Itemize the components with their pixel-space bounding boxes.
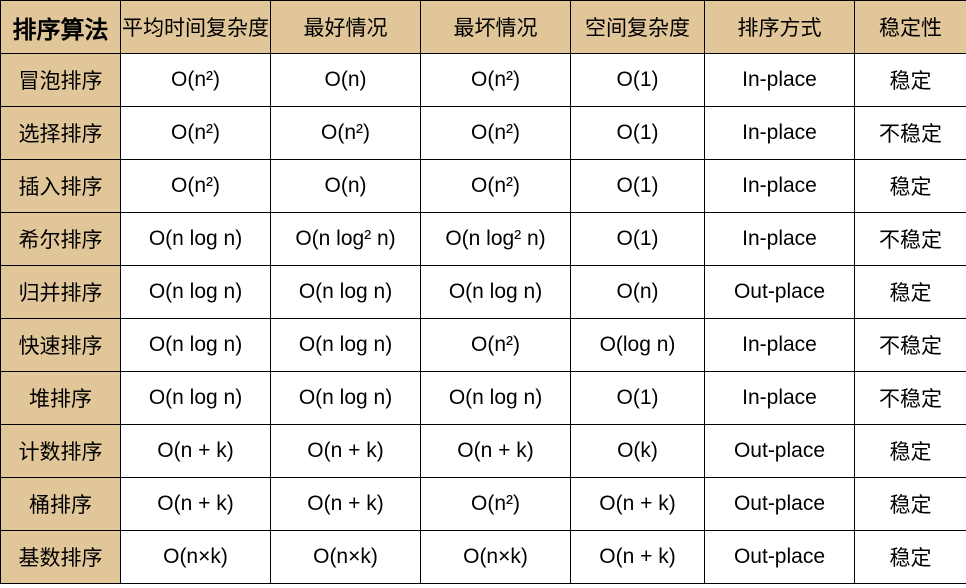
sort-algorithms-table: 排序算法 平均时间复杂度 最好情况 最坏情况 空间复杂度 排序方式 稳定性 冒泡…: [0, 0, 966, 584]
cell-worst: O(n²): [421, 107, 571, 160]
col-best-case: 最好情况: [271, 1, 421, 54]
sort-algorithms-table-wrap: 排序算法 平均时间复杂度 最好情况 最坏情况 空间复杂度 排序方式 稳定性 冒泡…: [0, 0, 966, 584]
cell-avg: O(n log n): [121, 319, 271, 372]
cell-best: O(n): [271, 54, 421, 107]
cell-avg: O(n log n): [121, 372, 271, 425]
cell-worst: O(n²): [421, 160, 571, 213]
cell-avg: O(n log n): [121, 266, 271, 319]
cell-name: 基数排序: [1, 531, 121, 584]
cell-best: O(n log² n): [271, 213, 421, 266]
table-row: 计数排序 O(n + k) O(n + k) O(n + k) O(k) Out…: [1, 425, 966, 478]
table-body: 冒泡排序 O(n²) O(n) O(n²) O(1) In-place 稳定 选…: [1, 54, 966, 584]
cell-worst: O(n²): [421, 54, 571, 107]
cell-avg: O(n×k): [121, 531, 271, 584]
cell-space: O(n + k): [571, 531, 705, 584]
cell-stab: 稳定: [855, 54, 966, 107]
cell-worst: O(n log n): [421, 372, 571, 425]
cell-best: O(n×k): [271, 531, 421, 584]
cell-best: O(n log n): [271, 266, 421, 319]
table-row: 基数排序 O(n×k) O(n×k) O(n×k) O(n + k) Out-p…: [1, 531, 966, 584]
cell-mode: Out-place: [705, 531, 855, 584]
cell-space: O(1): [571, 107, 705, 160]
cell-worst: O(n + k): [421, 425, 571, 478]
cell-space: O(1): [571, 160, 705, 213]
cell-space: O(n): [571, 266, 705, 319]
cell-mode: In-place: [705, 160, 855, 213]
cell-worst: O(n×k): [421, 531, 571, 584]
cell-mode: In-place: [705, 107, 855, 160]
col-stability: 稳定性: [855, 1, 966, 54]
table-row: 桶排序 O(n + k) O(n + k) O(n²) O(n + k) Out…: [1, 478, 966, 531]
cell-space: O(1): [571, 54, 705, 107]
cell-worst: O(n²): [421, 478, 571, 531]
table-row: 希尔排序 O(n log n) O(n log² n) O(n log² n) …: [1, 213, 966, 266]
cell-name: 选择排序: [1, 107, 121, 160]
cell-mode: In-place: [705, 319, 855, 372]
cell-worst: O(n log² n): [421, 213, 571, 266]
cell-name: 冒泡排序: [1, 54, 121, 107]
col-algorithm: 排序算法: [1, 1, 121, 54]
cell-name: 插入排序: [1, 160, 121, 213]
cell-space: O(log n): [571, 319, 705, 372]
cell-space: O(k): [571, 425, 705, 478]
table-row: 归并排序 O(n log n) O(n log n) O(n log n) O(…: [1, 266, 966, 319]
cell-stab: 不稳定: [855, 107, 966, 160]
cell-name: 桶排序: [1, 478, 121, 531]
cell-space: O(1): [571, 213, 705, 266]
cell-stab: 稳定: [855, 160, 966, 213]
header-row: 排序算法 平均时间复杂度 最好情况 最坏情况 空间复杂度 排序方式 稳定性: [1, 1, 966, 54]
cell-space: O(1): [571, 372, 705, 425]
cell-name: 归并排序: [1, 266, 121, 319]
cell-best: O(n + k): [271, 425, 421, 478]
cell-avg: O(n²): [121, 160, 271, 213]
table-row: 冒泡排序 O(n²) O(n) O(n²) O(1) In-place 稳定: [1, 54, 966, 107]
cell-worst: O(n log n): [421, 266, 571, 319]
col-avg-time: 平均时间复杂度: [121, 1, 271, 54]
cell-best: O(n log n): [271, 319, 421, 372]
cell-mode: Out-place: [705, 478, 855, 531]
cell-avg: O(n log n): [121, 213, 271, 266]
table-row: 选择排序 O(n²) O(n²) O(n²) O(1) In-place 不稳定: [1, 107, 966, 160]
cell-mode: In-place: [705, 372, 855, 425]
table-header: 排序算法 平均时间复杂度 最好情况 最坏情况 空间复杂度 排序方式 稳定性: [1, 1, 966, 54]
cell-stab: 不稳定: [855, 372, 966, 425]
cell-best: O(n + k): [271, 478, 421, 531]
cell-worst: O(n²): [421, 319, 571, 372]
cell-name: 堆排序: [1, 372, 121, 425]
cell-best: O(n²): [271, 107, 421, 160]
cell-stab: 稳定: [855, 478, 966, 531]
col-space: 空间复杂度: [571, 1, 705, 54]
cell-mode: In-place: [705, 213, 855, 266]
cell-name: 希尔排序: [1, 213, 121, 266]
table-row: 快速排序 O(n log n) O(n log n) O(n²) O(log n…: [1, 319, 966, 372]
cell-stab: 稳定: [855, 266, 966, 319]
cell-avg: O(n + k): [121, 425, 271, 478]
cell-mode: Out-place: [705, 266, 855, 319]
cell-avg: O(n²): [121, 54, 271, 107]
col-mode: 排序方式: [705, 1, 855, 54]
cell-best: O(n): [271, 160, 421, 213]
cell-stab: 不稳定: [855, 319, 966, 372]
cell-stab: 稳定: [855, 425, 966, 478]
table-row: 堆排序 O(n log n) O(n log n) O(n log n) O(1…: [1, 372, 966, 425]
cell-space: O(n + k): [571, 478, 705, 531]
cell-mode: Out-place: [705, 425, 855, 478]
cell-stab: 不稳定: [855, 213, 966, 266]
table-row: 插入排序 O(n²) O(n) O(n²) O(1) In-place 稳定: [1, 160, 966, 213]
cell-name: 快速排序: [1, 319, 121, 372]
cell-name: 计数排序: [1, 425, 121, 478]
cell-avg: O(n²): [121, 107, 271, 160]
cell-best: O(n log n): [271, 372, 421, 425]
col-worst-case: 最坏情况: [421, 1, 571, 54]
cell-avg: O(n + k): [121, 478, 271, 531]
cell-mode: In-place: [705, 54, 855, 107]
cell-stab: 稳定: [855, 531, 966, 584]
